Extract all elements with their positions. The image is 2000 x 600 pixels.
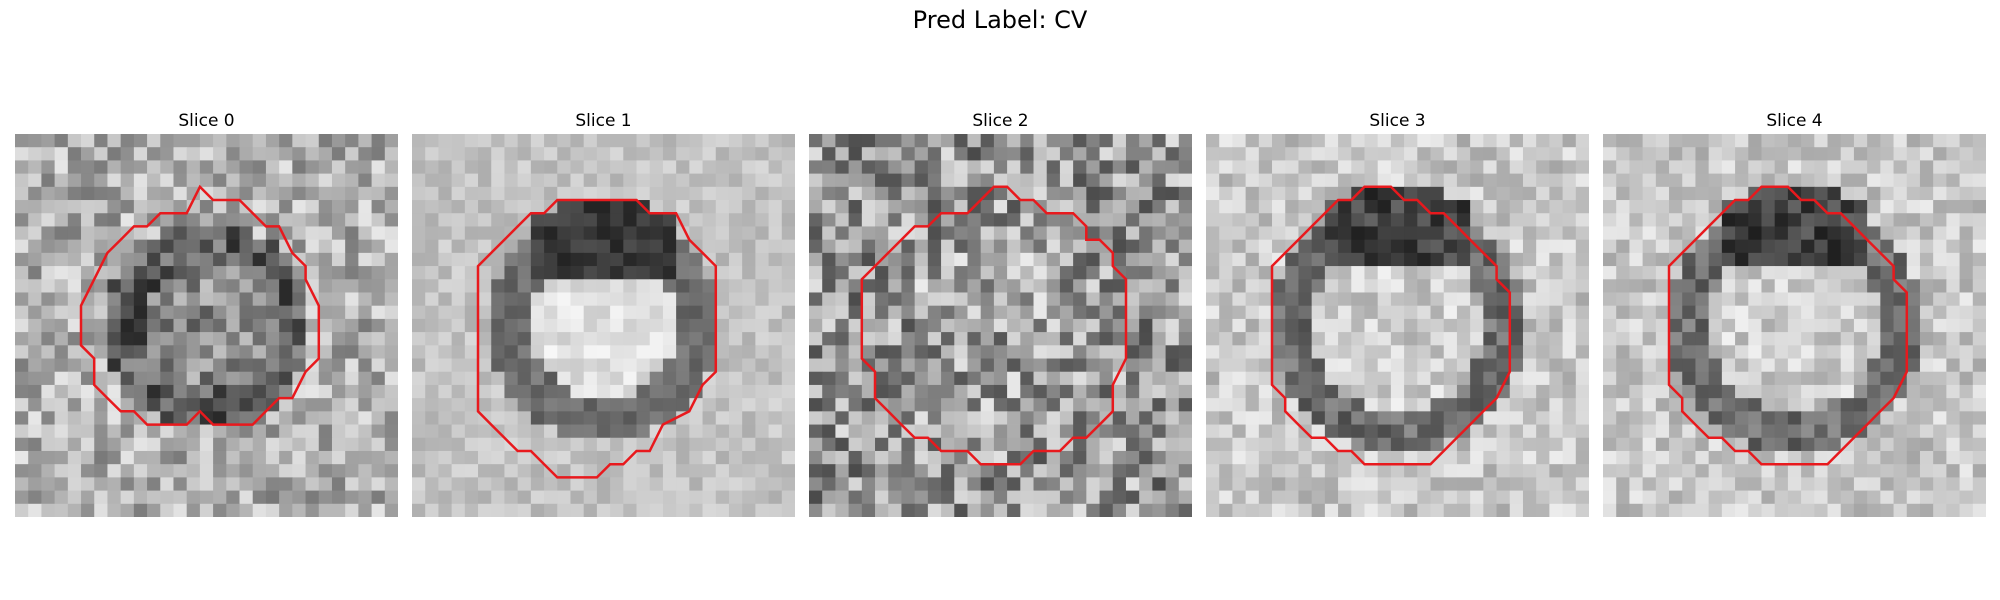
contour-4 bbox=[1667, 185, 1909, 466]
contour-2 bbox=[860, 185, 1128, 466]
slice-title-0: Slice 0 bbox=[178, 111, 235, 131]
slice-title-3: Slice 3 bbox=[1369, 111, 1426, 131]
slice-title-2: Slice 2 bbox=[972, 111, 1029, 131]
slice-panel-0: Slice 0 bbox=[15, 108, 398, 517]
slice-panel-2: Slice 2 bbox=[809, 108, 1192, 517]
slice-image-3 bbox=[1206, 134, 1589, 517]
contour-3 bbox=[1270, 185, 1512, 466]
slice-panel-1: Slice 1 bbox=[412, 108, 795, 517]
figure-title: Pred Label: CV bbox=[912, 6, 1088, 34]
slice-image-0 bbox=[15, 134, 398, 517]
slice-title-4: Slice 4 bbox=[1766, 111, 1823, 131]
slice-title-1: Slice 1 bbox=[575, 111, 632, 131]
slice-image-1 bbox=[412, 134, 795, 517]
slice-panel-3: Slice 3 bbox=[1206, 108, 1589, 517]
slice-image-2 bbox=[809, 134, 1192, 517]
slice-panel-4: Slice 4 bbox=[1603, 108, 1986, 517]
contour-1 bbox=[476, 198, 718, 479]
contour-0 bbox=[79, 184, 321, 426]
slice-image-4 bbox=[1603, 134, 1986, 517]
